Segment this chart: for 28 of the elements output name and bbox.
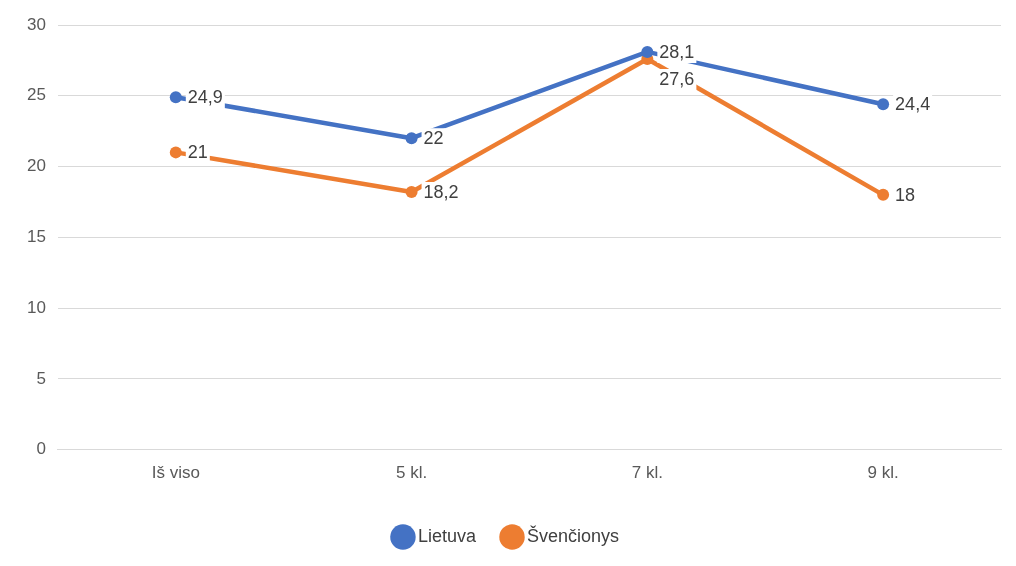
y-tick-label: 5	[36, 368, 46, 388]
point	[169, 91, 182, 104]
y-tick-label: 0	[36, 439, 46, 459]
y-tick-label: 15	[26, 226, 46, 246]
data-label: 27,6	[659, 68, 695, 89]
point	[405, 132, 418, 145]
y-tick-label: 25	[26, 85, 46, 105]
data-label: 28,1	[659, 41, 695, 62]
legend-label: Švenčionys	[527, 524, 620, 546]
data-label: 24,4	[895, 94, 931, 115]
y-tick-label: 30	[26, 14, 46, 34]
x-tick-label: Iš viso	[151, 463, 200, 483]
data-label: 24,9	[187, 87, 223, 108]
data-label: 22	[423, 128, 444, 149]
point	[877, 98, 890, 111]
data-label: 21	[187, 142, 208, 163]
x-tick-label: 7 kl.	[631, 463, 663, 483]
y-tick-label: 20	[26, 156, 46, 176]
point	[169, 146, 182, 159]
x-tick-label: 9 kl.	[867, 463, 899, 483]
point	[405, 186, 418, 199]
legend-label: Lietuva	[417, 525, 477, 546]
data-label: 18,2	[423, 181, 459, 202]
x-tick-label: 5 kl.	[395, 463, 428, 483]
point	[641, 45, 654, 58]
y-tick-label: 10	[26, 297, 46, 317]
point	[877, 188, 890, 201]
data-label: 18	[895, 184, 916, 205]
